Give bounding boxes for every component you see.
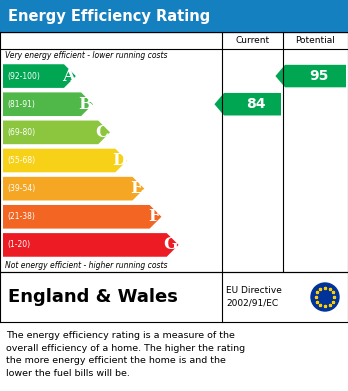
Text: Very energy efficient - lower running costs: Very energy efficient - lower running co…: [5, 51, 167, 60]
Bar: [0, 32, 348, 272]
Text: (39-54): (39-54): [7, 184, 35, 193]
Text: (69-80): (69-80): [7, 128, 35, 137]
Text: B: B: [78, 96, 92, 113]
Polygon shape: [3, 177, 144, 201]
Polygon shape: [214, 93, 281, 115]
Polygon shape: [3, 149, 127, 172]
Text: G: G: [164, 237, 178, 253]
Polygon shape: [3, 64, 76, 88]
Text: F: F: [148, 208, 160, 225]
Text: A: A: [62, 68, 74, 84]
Text: C: C: [96, 124, 109, 141]
Text: The energy efficiency rating is a measure of the
overall efficiency of a home. T: The energy efficiency rating is a measur…: [6, 331, 245, 378]
Text: (21-38): (21-38): [7, 212, 35, 221]
Polygon shape: [3, 233, 179, 257]
Polygon shape: [3, 120, 110, 144]
Text: D: D: [112, 152, 127, 169]
Text: Potential: Potential: [295, 36, 335, 45]
Text: (1-20): (1-20): [7, 240, 30, 249]
Text: EU Directive
2002/91/EC: EU Directive 2002/91/EC: [226, 286, 282, 308]
Polygon shape: [275, 65, 346, 87]
Text: (92-100): (92-100): [7, 72, 40, 81]
Text: Current: Current: [236, 36, 270, 45]
Text: 84: 84: [246, 97, 265, 111]
Polygon shape: [3, 92, 93, 116]
Text: E: E: [130, 180, 143, 197]
Circle shape: [311, 283, 339, 311]
Text: (55-68): (55-68): [7, 156, 35, 165]
Text: Not energy efficient - higher running costs: Not energy efficient - higher running co…: [5, 261, 167, 270]
Text: Energy Efficiency Rating: Energy Efficiency Rating: [8, 9, 210, 23]
Bar: [0, 0, 348, 32]
Text: 95: 95: [309, 69, 328, 83]
Bar: [0, 272, 348, 322]
Polygon shape: [3, 205, 161, 229]
Text: (81-91): (81-91): [7, 100, 35, 109]
Text: England & Wales: England & Wales: [8, 288, 178, 306]
